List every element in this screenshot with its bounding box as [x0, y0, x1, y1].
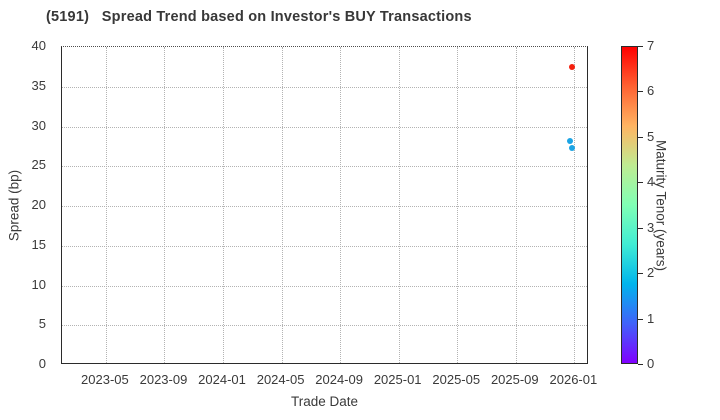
- data-point: [567, 137, 574, 144]
- y-tick-label: 40: [31, 38, 46, 53]
- x-tick-label: 2024-09: [315, 372, 363, 387]
- colorbar-tick-label: 4: [647, 174, 655, 190]
- colorbar-title: Maturity Tenor (years): [653, 139, 669, 272]
- colorbar-tick-mark: [638, 91, 643, 93]
- colorbar-tick-label: 3: [647, 219, 655, 235]
- colorbar-tick-mark: [638, 364, 643, 365]
- colorbar-tick-label: 6: [647, 83, 655, 99]
- x-tick-label: 2025-01: [373, 372, 422, 387]
- x-tick-label: 2024-01: [198, 372, 246, 387]
- x-tick-label: 2025-09: [490, 372, 539, 387]
- v-gridline: [223, 47, 225, 363]
- x-tick-label: 2024-05: [256, 372, 305, 387]
- y-tick-label: 15: [31, 236, 46, 252]
- v-gridline: [164, 47, 166, 363]
- colorbar: [621, 46, 638, 364]
- h-gridline: [62, 206, 587, 207]
- chart-title: (5191) Spread Trend based on Investor's …: [46, 9, 472, 25]
- v-gridline: [340, 47, 342, 363]
- v-gridline: [398, 47, 400, 363]
- y-tick-label: 10: [31, 276, 46, 292]
- h-gridline: [62, 126, 587, 128]
- v-gridline: [281, 47, 283, 363]
- y-tick-label: 5: [38, 316, 46, 332]
- h-gridline: [62, 86, 587, 88]
- v-gridline: [515, 47, 517, 363]
- x-tick-label: 2025-05: [432, 372, 481, 387]
- v-gridline: [574, 47, 576, 363]
- y-tick-label: 30: [31, 117, 46, 133]
- x-tick-label: 2023-05: [81, 372, 129, 387]
- plot-area: [61, 46, 588, 364]
- y-tick-label: 20: [31, 197, 46, 212]
- v-gridline: [105, 47, 107, 363]
- colorbar-tick-label: 2: [647, 265, 655, 281]
- colorbar-tick-label: 7: [647, 38, 655, 53]
- colorbar-tick-label: 1: [647, 310, 655, 326]
- colorbar-tick-mark: [638, 136, 643, 138]
- x-axis-title: Trade Date: [290, 394, 359, 409]
- y-axis-title: Spread (bp): [6, 169, 22, 242]
- data-point: [569, 144, 576, 151]
- y-tick-label: 35: [31, 77, 46, 93]
- colorbar-tick-mark: [638, 227, 643, 229]
- colorbar-tick-mark: [638, 182, 643, 184]
- colorbar-tick-label: 0: [647, 356, 655, 371]
- h-gridline: [62, 245, 587, 247]
- y-tick-label: 25: [31, 157, 46, 173]
- h-gridline: [62, 166, 587, 168]
- x-tick-label: 2026-01: [549, 372, 598, 387]
- data-point: [568, 63, 575, 70]
- y-tick-label: 0: [38, 356, 46, 371]
- colorbar-tick-mark: [638, 273, 643, 275]
- h-gridline: [62, 325, 587, 327]
- colorbar-tick-mark: [638, 318, 643, 320]
- colorbar-tick-mark: [638, 46, 643, 47]
- v-gridline: [457, 47, 459, 363]
- colorbar-tick-label: 5: [647, 128, 655, 144]
- h-gridline: [62, 285, 587, 287]
- x-tick-label: 2023-09: [139, 372, 188, 387]
